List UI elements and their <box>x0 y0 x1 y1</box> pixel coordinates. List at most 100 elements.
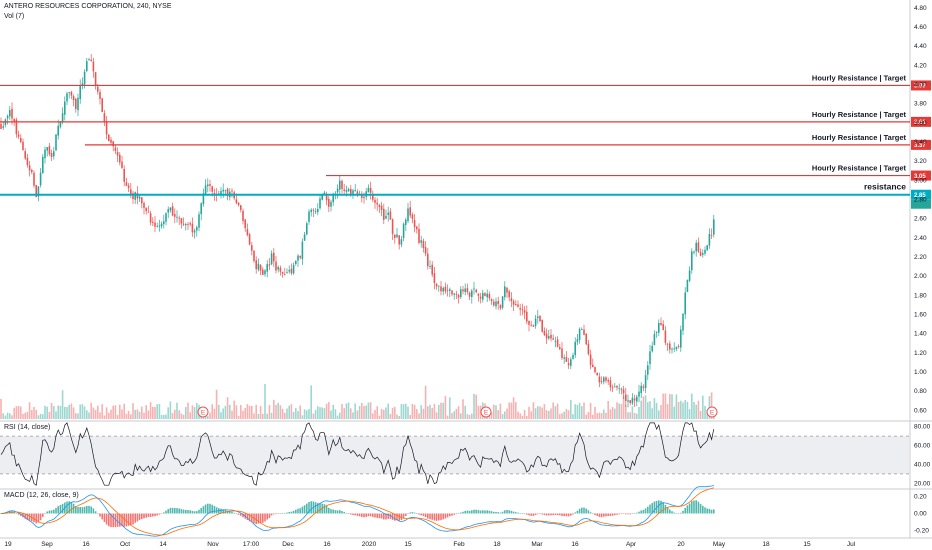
macd-histogram-bar <box>356 513 359 516</box>
volume-bar <box>33 407 35 419</box>
macd-histogram-bar <box>530 513 532 516</box>
macd-histogram-bar <box>682 510 684 514</box>
volume-bar <box>508 402 510 419</box>
volume-bar <box>605 412 607 419</box>
candle <box>112 141 114 147</box>
macd-histogram-bar <box>603 513 605 517</box>
rsi-tick-label: 20.00 <box>914 480 931 487</box>
candle <box>642 386 645 388</box>
candle <box>636 396 638 402</box>
volume-bar <box>242 410 244 419</box>
volume-bar <box>563 411 565 419</box>
volume-bar <box>611 407 614 419</box>
macd-histogram-bar <box>275 513 277 515</box>
volume-bar <box>431 407 433 419</box>
volume-bar <box>686 401 689 419</box>
candle <box>453 293 455 295</box>
macd-histogram-bar <box>0 513 2 514</box>
volume-bar <box>130 414 132 419</box>
volume-bar <box>165 414 167 419</box>
volume-bar <box>94 409 97 419</box>
volume-bar <box>264 384 266 419</box>
candle <box>248 234 251 245</box>
macd-histogram-bar <box>301 506 304 514</box>
volume-bar <box>501 414 504 419</box>
macd-histogram-bar <box>620 513 623 514</box>
volume-bar <box>442 402 444 419</box>
candle <box>147 211 150 213</box>
macd-histogram-bar <box>317 503 319 514</box>
volume-bar <box>464 405 466 419</box>
volume-bar <box>642 396 645 419</box>
volume-bar <box>699 411 702 419</box>
macd-histogram-bar <box>600 513 603 518</box>
macd-histogram-bar <box>61 503 64 514</box>
volume-bar <box>259 406 262 419</box>
time-tick-label: Dec <box>282 541 294 548</box>
volume-bar <box>286 408 288 419</box>
candle <box>468 292 471 297</box>
macd-histogram-bar <box>33 513 35 523</box>
volume-bar <box>572 414 574 419</box>
candle <box>55 134 57 151</box>
macd-histogram-bar <box>471 510 473 514</box>
macd-histogram-bar <box>574 512 576 514</box>
candle <box>77 97 79 111</box>
volume-bar <box>537 406 539 419</box>
candle <box>387 212 389 215</box>
macd-histogram-bar <box>691 501 693 514</box>
volume-bar <box>262 413 264 419</box>
macd-histogram-bar <box>145 513 147 518</box>
volume-bar <box>556 403 559 419</box>
candle <box>614 386 616 388</box>
macd-histogram-bar <box>101 513 103 520</box>
candle <box>457 294 460 298</box>
candle <box>33 172 35 186</box>
earnings-marker-label: E <box>710 410 715 417</box>
volume-bar <box>237 415 240 419</box>
candle <box>268 264 271 266</box>
candle <box>367 187 370 193</box>
candle <box>702 253 704 255</box>
candle <box>693 251 695 253</box>
volume-bar <box>187 402 189 419</box>
volume-bar <box>103 415 106 419</box>
candle <box>559 347 561 349</box>
candle <box>15 119 18 135</box>
candle <box>543 330 546 335</box>
candle <box>240 205 242 210</box>
volume-bar <box>284 412 286 419</box>
volume-bar <box>636 413 638 419</box>
macd-histogram-bar <box>677 513 680 514</box>
candle <box>361 193 363 198</box>
volume-bar <box>512 397 515 419</box>
candle <box>473 288 475 290</box>
candle <box>446 289 449 291</box>
volume-bar <box>105 407 108 419</box>
candle <box>101 98 103 113</box>
volume-bar <box>108 412 110 419</box>
time-tick-label: May <box>713 541 726 548</box>
macd-histogram-bar <box>710 509 713 514</box>
price-tag <box>911 139 931 150</box>
candle <box>378 205 381 207</box>
candle <box>526 311 528 322</box>
macd-histogram-bar <box>431 513 433 520</box>
macd-histogram-bar <box>578 508 581 514</box>
volume-bar <box>134 409 136 419</box>
volume-bar <box>688 409 691 419</box>
current-price-tag <box>911 199 931 209</box>
volume-bar <box>528 406 530 419</box>
candle <box>537 316 539 318</box>
volume-bar <box>9 413 11 419</box>
volume-bar <box>350 408 352 419</box>
candle <box>409 207 411 216</box>
volume-bar <box>592 414 594 419</box>
candle <box>202 193 205 205</box>
volume-bar <box>402 404 405 419</box>
volume-bar <box>330 410 332 419</box>
macd-histogram-bar <box>479 510 482 514</box>
macd-histogram-bar <box>347 513 350 514</box>
candle <box>552 338 554 340</box>
